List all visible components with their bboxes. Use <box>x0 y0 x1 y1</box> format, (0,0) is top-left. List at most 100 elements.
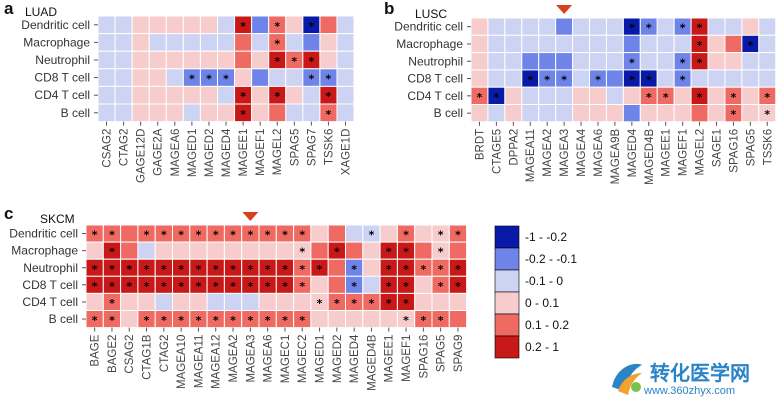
column-label: MAGEA6 <box>263 335 275 383</box>
heatmap-cell <box>336 85 355 105</box>
heatmap-cell <box>234 33 253 52</box>
significance-star: * <box>299 246 305 259</box>
column-label: SPAG7 <box>306 129 318 167</box>
legend-label: 0 - 0.1 <box>525 296 559 310</box>
significance-star: * <box>527 74 533 87</box>
column-label: MAGEF1 <box>255 129 267 176</box>
heatmap-cell <box>622 86 641 105</box>
significance-star: * <box>420 314 426 327</box>
significance-star: * <box>274 37 280 50</box>
heatmap-cell <box>148 33 167 52</box>
column-label: CTAGE5 <box>491 129 503 174</box>
heatmap-cell <box>199 50 218 70</box>
legend-swatch <box>494 335 520 359</box>
heatmap-cell <box>605 86 624 105</box>
heatmap-cell <box>319 33 338 52</box>
heatmap-cell <box>182 103 201 123</box>
heatmap-cell <box>302 33 321 52</box>
significance-star: * <box>92 263 98 276</box>
heatmap-cell <box>285 103 304 123</box>
heatmap-cell <box>148 15 167 35</box>
significance-star: * <box>247 229 253 242</box>
heatmap-cell <box>251 15 270 35</box>
heatmap-cell <box>555 86 574 105</box>
column-label: MAGEA10 <box>176 335 188 389</box>
heatmap-cell <box>470 52 489 71</box>
significance-star: * <box>161 280 167 293</box>
column-label: SPAG9 <box>453 335 465 373</box>
heatmap-cell <box>741 69 760 88</box>
heatmap-cell <box>310 241 329 260</box>
panel-letter: c <box>4 204 13 223</box>
heatmap-cell <box>639 34 658 54</box>
significance-star: * <box>386 280 392 293</box>
heatmap-cell <box>521 86 540 105</box>
significance-star: * <box>680 22 686 35</box>
heatmap-cell <box>172 241 191 260</box>
heatmap-cell <box>521 17 540 36</box>
heatmap-cell <box>336 33 355 52</box>
heatmap-cell <box>148 68 167 87</box>
heatmap-cell <box>114 85 133 105</box>
column-label: MAGEA2 <box>228 335 240 383</box>
heatmap-cell <box>345 241 364 260</box>
column-label: MAGEL2 <box>272 129 284 176</box>
row-label: CD8 T cell <box>34 71 90 85</box>
significance-star: * <box>230 314 236 327</box>
row-label: Dendritic cell <box>9 227 78 241</box>
significance-star: * <box>403 246 409 259</box>
heatmap-cell <box>302 85 321 105</box>
significance-star: * <box>196 229 202 242</box>
significance-star: * <box>144 263 150 276</box>
significance-star: * <box>351 280 357 293</box>
heatmap-cell <box>362 310 381 329</box>
column-label: MAGEA3 <box>559 129 571 177</box>
heatmap-cell <box>241 292 260 311</box>
heatmap-cell <box>470 104 489 123</box>
heatmap-cell <box>538 34 557 54</box>
heatmap-cell <box>268 103 287 123</box>
heatmap-cell <box>199 85 218 105</box>
heatmap-cell <box>206 292 225 311</box>
watermark-chinese-text: 转化医学网 <box>650 361 750 385</box>
significance-star: * <box>299 314 305 327</box>
significance-star: * <box>438 280 444 293</box>
heatmap-cell <box>258 241 277 260</box>
significance-star: * <box>455 263 461 276</box>
significance-star: * <box>189 73 195 86</box>
heatmap-cell <box>504 104 523 123</box>
heatmap-cell <box>319 50 338 70</box>
significance-star: * <box>178 229 184 242</box>
panel-title: LUSC <box>415 7 447 21</box>
heatmap-cell <box>189 241 208 260</box>
significance-star: * <box>109 246 115 259</box>
significance-star: * <box>747 39 753 52</box>
heatmap-cell <box>131 85 150 105</box>
heatmap-cell <box>148 50 167 70</box>
significance-star: * <box>178 280 184 293</box>
heatmap-cell <box>206 241 225 260</box>
heatmap-cell <box>673 34 692 54</box>
significance-star: * <box>403 297 409 310</box>
significance-star: * <box>144 280 150 293</box>
heatmap-cell <box>148 103 167 123</box>
heatmap-cell <box>216 85 236 105</box>
panel-title: LUAD <box>25 5 57 19</box>
heatmap-cell <box>199 103 218 123</box>
heatmap-cell <box>114 15 133 35</box>
column-label: MAGEL2 <box>695 129 707 176</box>
significance-star: * <box>240 90 246 103</box>
significance-star: * <box>351 297 357 310</box>
column-label: CSAG2 <box>102 129 114 168</box>
heatmap-cell <box>555 34 574 54</box>
significance-star: * <box>299 263 305 276</box>
significance-star: * <box>334 297 340 310</box>
heatmap-cell <box>362 241 381 260</box>
heatmap-cell <box>448 241 468 260</box>
heatmap-cell <box>707 104 726 123</box>
heatmap-cell <box>538 104 557 123</box>
heatmap-cell <box>589 104 607 123</box>
heatmap-cell <box>470 17 489 36</box>
column-label: BAGE <box>90 334 102 366</box>
significance-star: * <box>629 56 635 69</box>
